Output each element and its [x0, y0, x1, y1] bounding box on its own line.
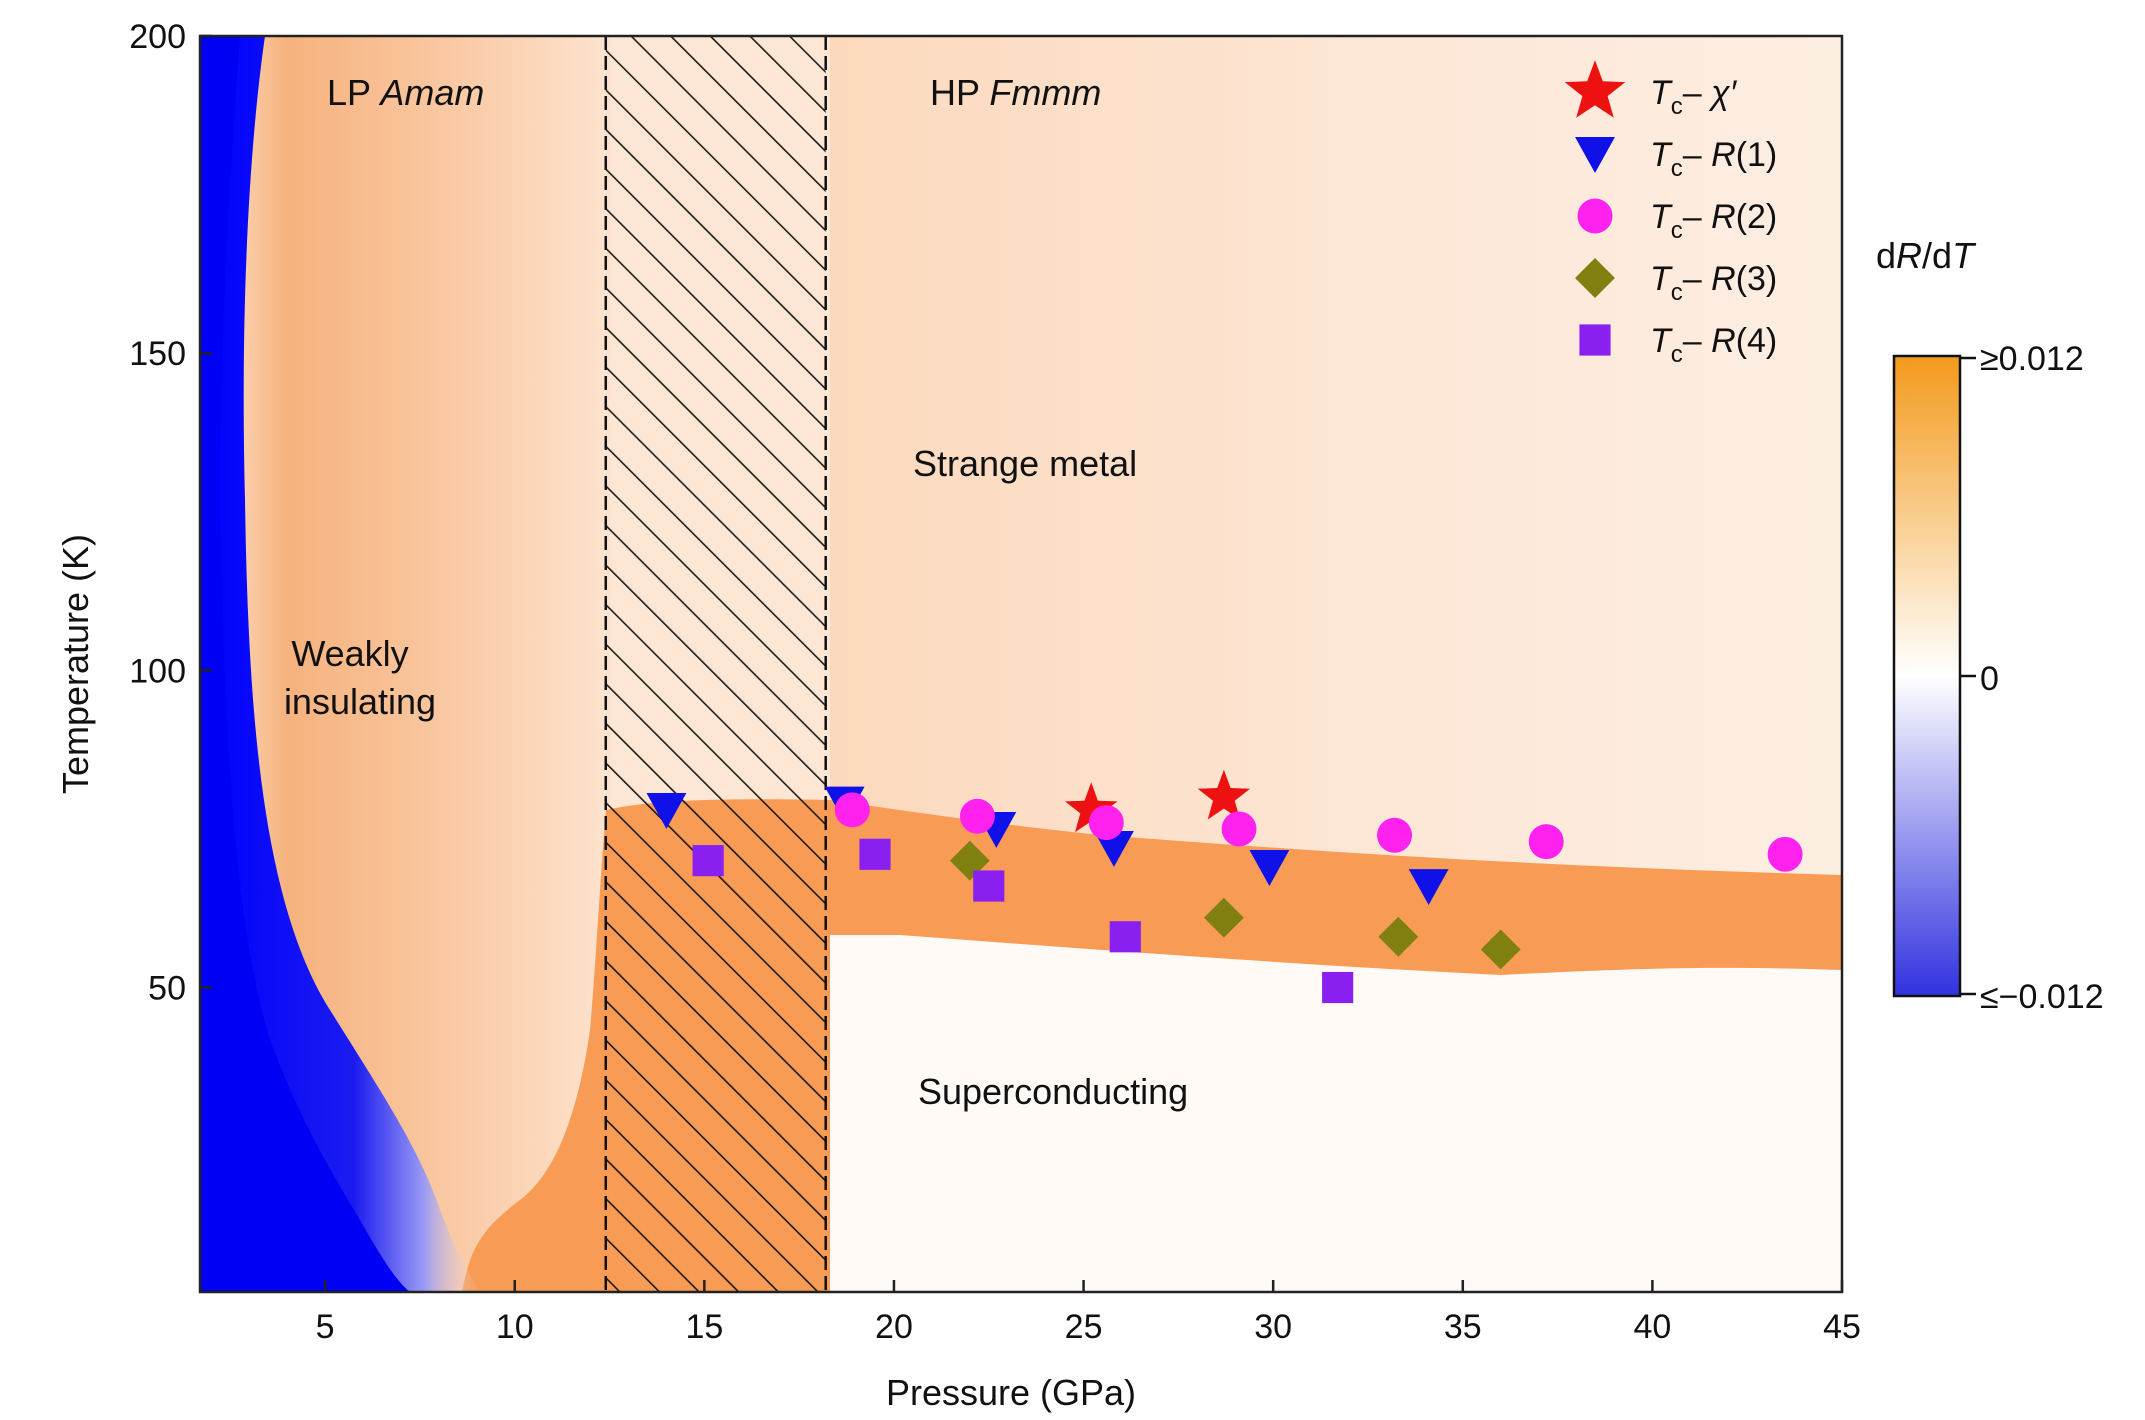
y-axis-ticks: 50 100 150 200: [129, 18, 212, 1008]
label-insulating: insulating: [284, 681, 436, 722]
x-tick-label: 35: [1444, 1308, 1482, 1346]
circle-data-point: [1767, 836, 1803, 872]
circle-data-point: [1221, 811, 1257, 847]
x-tick-label: 20: [875, 1308, 913, 1346]
heatmap-background: [200, 36, 1842, 1292]
x-tick-label: 10: [496, 1308, 534, 1346]
colorbar-max-label: ≥0.012: [1980, 340, 2084, 378]
legend-entry-label: Tc– R(3): [1650, 260, 1777, 306]
triangle-down-data-point: [1093, 831, 1134, 867]
legend-entry-label: Tc– χ′: [1650, 74, 1738, 120]
legend-entry-label: Tc– R(2): [1650, 198, 1777, 244]
y-axis-label: Temperature (K): [55, 534, 96, 794]
y-tick-label: 200: [129, 18, 186, 56]
hatched-transition-region: [605, 36, 826, 1292]
plot-frame: [198, 34, 1844, 1294]
legend-entry-label: Tc– R(4): [1650, 322, 1777, 368]
colorbar-gradient: [1892, 354, 1962, 998]
legend-triangle-down-marker: [1575, 137, 1615, 173]
x-tick-label: 5: [316, 1308, 335, 1346]
circle-data-point: [1088, 805, 1124, 841]
triangle-down-data-point: [646, 792, 687, 829]
colorbar: dR/dT ≥0.012 0 ≤−0.012: [1876, 235, 2104, 1016]
square-data-point: [1322, 971, 1354, 1004]
legend-square-marker: [1579, 324, 1611, 356]
colorbar-min-label: ≤−0.012: [1980, 978, 2104, 1016]
colorbar-title: dR/dT: [1876, 235, 1977, 276]
diamond-data-point: [1480, 929, 1521, 970]
circle-data-point: [834, 792, 870, 828]
legend-circle-marker: [1577, 198, 1613, 234]
y-tick-label: 150: [129, 335, 186, 373]
triangle-down-data-point: [1249, 850, 1290, 886]
x-tick-label: 45: [1823, 1308, 1861, 1346]
square-data-point: [859, 838, 891, 870]
label-weakly: Weakly: [291, 633, 408, 674]
y-tick-label: 100: [129, 652, 186, 690]
legend: Tc– χ′ Tc– R(1) Tc– R(2) Tc– R(3) Tc– R(4): [1564, 60, 1777, 368]
y-tick-label: 50: [148, 970, 186, 1008]
legend-star-marker: [1564, 60, 1626, 118]
region-labels: LP Amam HP Fmmm Strange metal Weakly ins…: [284, 72, 1188, 1112]
label-hp-phase: HP Fmmm: [930, 72, 1101, 113]
x-tick-label: 30: [1254, 1308, 1292, 1346]
triangle-down-data-point: [1408, 869, 1449, 905]
legend-diamond-marker: [1575, 258, 1615, 298]
circle-data-point: [1377, 817, 1413, 853]
diamond-data-point: [1203, 897, 1244, 938]
colorbar-mid-label: 0: [1980, 660, 1999, 698]
x-tick-label: 15: [685, 1308, 723, 1346]
diamond-data-point: [1378, 916, 1419, 957]
legend-entry-label: Tc– R(1): [1650, 136, 1777, 182]
label-lp-phase: LP Amam: [327, 72, 484, 113]
data-markers: [646, 769, 1803, 1004]
x-axis-ticks: 5 10 15 20 25 30 35 40 45: [316, 1280, 1861, 1346]
x-axis-label: Pressure (GPa): [886, 1372, 1136, 1413]
label-superconducting: Superconducting: [918, 1071, 1188, 1112]
star-data-point: [1197, 769, 1251, 820]
star-data-point: [1065, 782, 1118, 833]
label-strange-metal: Strange metal: [913, 443, 1137, 484]
circle-data-point: [1528, 824, 1564, 860]
x-tick-label: 40: [1633, 1308, 1671, 1346]
circle-data-point: [959, 798, 995, 834]
square-data-point: [1109, 921, 1141, 953]
square-data-point: [973, 870, 1005, 902]
x-tick-label: 25: [1065, 1308, 1103, 1346]
square-data-point: [692, 845, 724, 877]
